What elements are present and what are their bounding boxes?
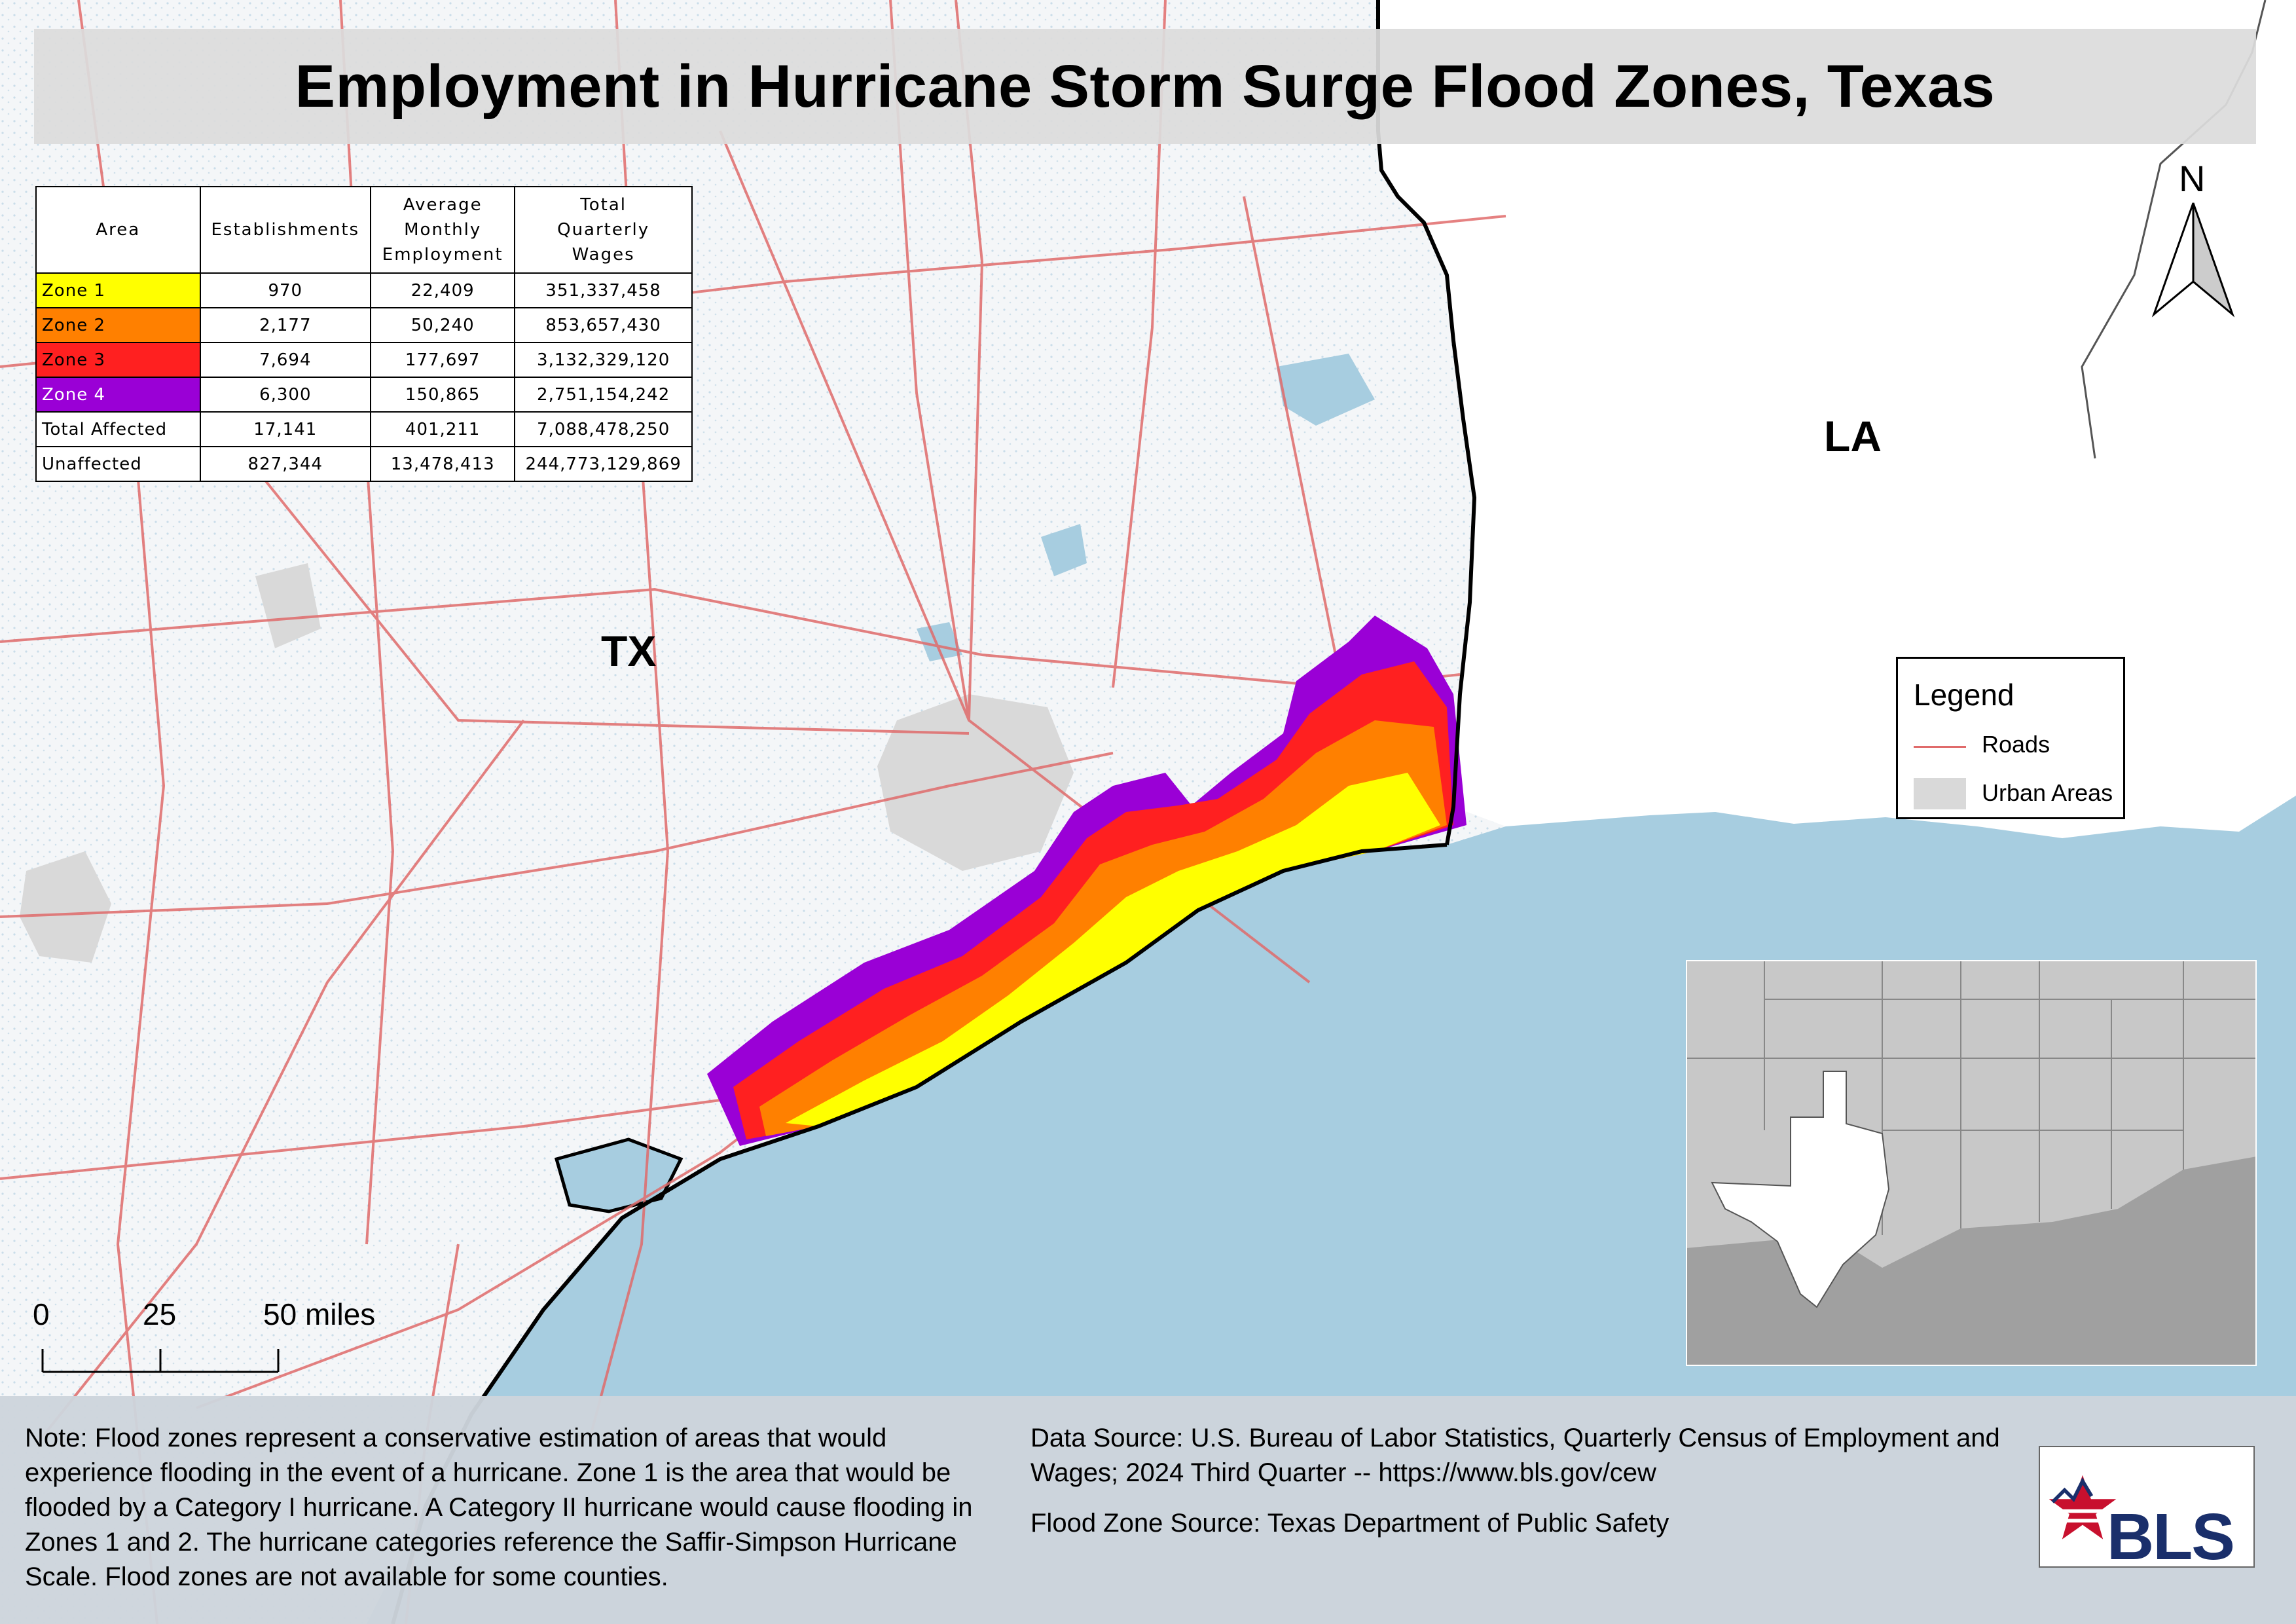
table-cell-employment: 401,211 [370,411,516,447]
state-border [1376,0,1477,845]
table-cell-wages: 7,088,478,250 [514,411,693,447]
table-row: Zone 1 970 22,409 351,337,458 [35,272,693,308]
table-cell-employment: 177,697 [370,342,516,378]
employment-table: Area Establishments Average Monthly Empl… [35,186,693,482]
table-cell-wages: 853,657,430 [514,307,693,343]
footer-band [0,1396,2296,1624]
table-cell-area: Unaffected [35,446,201,482]
scale-label-25: 25 [143,1297,177,1331]
lake-3 [917,622,962,661]
table-cell-establishments: 7,694 [199,342,372,378]
map-title: Employment in Hurricane Storm Surge Floo… [295,52,1995,120]
legend: Legend Roads Urban Areas [1896,657,2125,819]
table-header-row: Area Establishments Average Monthly Empl… [35,186,693,274]
lake-2 [1277,354,1375,426]
urban-bryan [255,563,321,648]
table-cell-area: Zone 2 [35,307,201,343]
table-row: Zone 2 2,177 50,240 853,657,430 [35,307,693,343]
footer-flood-source: Flood Zone Source: Texas Department of P… [1030,1509,1669,1538]
table-cell-area: Total Affected [35,411,201,447]
legend-roads-label: Roads [1982,731,2050,758]
legend-roads-swatch [1914,746,1966,748]
bls-logo [2039,1446,2255,1568]
table-body: Zone 1 970 22,409 351,337,458 Zone 2 2,177 50,… [35,272,693,482]
table-cell-area: Zone 3 [35,342,201,378]
inset-texas-highlight [1711,1071,1890,1308]
header-area: Area [35,186,201,274]
table-cell-wages: 3,132,329,120 [514,342,693,378]
flood-zone-1 [786,773,1440,1126]
label-texas: TX [601,627,657,675]
inset-state-lines [1686,960,2257,1235]
table-cell-area: Zone 4 [35,377,201,413]
scale-bar [41,1349,280,1373]
legend-title: Legend [1914,678,2014,712]
urban-houston [877,694,1074,871]
inset-gulf [1686,1156,2257,1366]
header-wages: Total Quarterly Wages [514,186,693,274]
table-cell-employment: 13,478,413 [370,446,516,482]
table-row: Zone 3 7,694 177,697 3,132,329,120 [35,342,693,378]
table-cell-establishments: 827,344 [199,446,372,482]
lake-1 [1041,524,1087,576]
table-cell-area: Zone 1 [35,272,201,308]
north-arrow-icon [2151,202,2235,318]
table-cell-establishments: 17,141 [199,411,372,447]
footer-note: Note: Flood zones represent a conservati… [25,1424,973,1591]
north-label: N [2179,158,2206,199]
footer-data-source: Data Source: U.S. Bureau of Labor Statis… [1030,1424,2000,1487]
table-cell-establishments: 6,300 [199,377,372,413]
scale-label-50: 50 miles [263,1297,376,1331]
table-cell-wages: 351,337,458 [514,272,693,308]
title-band: Employment in Hurricane Storm Surge Floo… [34,29,2256,144]
table-cell-wages: 2,751,154,242 [514,377,693,413]
legend-urban-swatch [1914,778,1966,809]
table-row: Unaffected 827,344 13,478,413 244,773,129,8… [35,446,693,482]
table-row: Total Affected 17,141 401,211 7,088,478,250 [35,411,693,447]
table-cell-employment: 22,409 [370,272,516,308]
table-row: Zone 4 6,300 150,865 2,751,154,242 [35,377,693,413]
label-louisiana: LA [1824,412,1882,460]
table-cell-establishments: 2,177 [199,307,372,343]
header-establishments: Establishments [199,186,372,274]
table-cell-employment: 50,240 [370,307,516,343]
table-cell-wages: 244,773,129,869 [514,446,693,482]
table-cell-employment: 150,865 [370,377,516,413]
table-cell-establishments: 970 [199,272,372,308]
louisiana-land [1378,0,2296,838]
bls-logo-text: BLS [2107,1500,2235,1574]
bls-star-icon [2049,1475,2117,1540]
legend-urban-label: Urban Areas [1982,779,2113,806]
header-employment: Average Monthly Employment [370,186,516,274]
scale-label-0: 0 [33,1297,50,1331]
urban-austin [20,851,111,963]
flood-zones [707,616,1467,1146]
inset-locator-map [1686,960,2257,1366]
